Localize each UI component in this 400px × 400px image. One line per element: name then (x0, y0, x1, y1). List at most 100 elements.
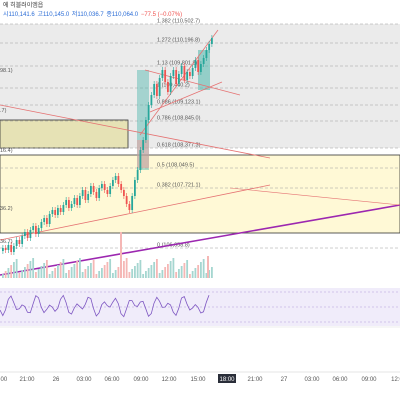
x-axis-tick-label: 12:0 (391, 377, 400, 383)
candle (183, 66, 186, 80)
volume-bar (117, 267, 120, 278)
channel-line (144, 69, 241, 96)
fib-label: 0.618 (108,377.3) (157, 143, 201, 149)
candle (123, 190, 125, 196)
volume-bar (98, 271, 101, 278)
volume-bar (26, 264, 29, 278)
candle (18, 240, 21, 244)
candle (167, 82, 169, 92)
candle (131, 196, 134, 210)
x-axis-tick-label: 27 (281, 377, 288, 383)
volume-bar (200, 262, 202, 278)
candle (32, 226, 35, 230)
volume-bar (158, 273, 161, 278)
candle (120, 184, 123, 190)
candle (156, 84, 158, 96)
volume-bar (172, 258, 175, 278)
candle (175, 70, 178, 84)
left-price-label: 36.2) (0, 206, 13, 212)
volume-bar (139, 260, 142, 278)
fib-label: 1.382 (110,502.7) (157, 19, 200, 25)
channel-line (149, 81, 223, 113)
trend-line-red (0, 104, 271, 159)
high-value: 고110,145.0 (37, 12, 70, 18)
candle (128, 204, 131, 210)
close-value: 종110,064.0 (106, 12, 139, 18)
x-axis-tick-label: 09:00 (361, 377, 377, 383)
volume-bar (125, 258, 128, 278)
volume-bar (183, 263, 186, 278)
volume-bar (120, 232, 122, 278)
chart-legend-header: 에 히블러이엠읍 시110,141.6 고110,145.0 저110,036.… (0, 0, 400, 26)
volume-bar (128, 272, 131, 278)
candle (43, 218, 46, 222)
candle (114, 176, 117, 180)
candle (197, 60, 200, 72)
volume-bar (101, 268, 103, 278)
candle (150, 95, 153, 105)
volume-bar (7, 268, 10, 278)
volume-bar (164, 267, 167, 278)
volume-bar (40, 266, 43, 278)
candle (112, 180, 114, 186)
candle (164, 70, 167, 82)
volume-bar (112, 273, 114, 278)
volume-bar (180, 266, 183, 278)
volume-bar (197, 265, 200, 278)
volume-bar (208, 270, 211, 278)
current-time-label: 18:00 (219, 377, 235, 383)
volume-bar (37, 269, 40, 278)
volume-bar (103, 265, 106, 278)
candle (13, 246, 15, 252)
volume-bar (109, 259, 112, 278)
volume-bar (131, 269, 134, 278)
candle (21, 236, 24, 244)
volume-bar (57, 265, 59, 278)
volume-bar (186, 260, 189, 278)
left-price-label: .7) (0, 108, 7, 114)
candle (180, 66, 183, 74)
x-axis-tick-label: 21:00 (247, 377, 263, 383)
volume-bar (51, 271, 54, 278)
fib-label: 1 (109,440.2) (157, 83, 190, 89)
volume-bar (106, 262, 109, 278)
candle (172, 70, 175, 76)
candle (10, 245, 13, 252)
volume-bar (18, 273, 21, 278)
volume-bar (32, 258, 35, 278)
highlight-box-left (0, 119, 129, 149)
fib-zone-lower (0, 155, 400, 233)
symbol-title: 에 히블러이엠읍 (3, 3, 44, 9)
candle (81, 190, 84, 196)
volume-bar (134, 266, 136, 278)
volume-bar (150, 265, 153, 278)
x-axis-tick-label: 12:00 (161, 377, 177, 383)
candle (178, 74, 180, 84)
candle (65, 200, 68, 205)
candle (24, 232, 26, 236)
fib-label: 0.5 (108,049.5) (157, 163, 194, 169)
volume-bar (175, 272, 178, 278)
volume-bar (169, 261, 172, 278)
candle (46, 218, 48, 224)
candle (90, 186, 92, 194)
volume-bar (59, 262, 62, 278)
volume-bar (114, 270, 117, 278)
candle (98, 188, 101, 198)
trend-line-red (229, 187, 400, 206)
candle (73, 198, 76, 204)
candle (153, 84, 156, 95)
candle (2, 248, 4, 251)
candle (189, 72, 191, 76)
candle (117, 176, 120, 184)
candle (70, 204, 73, 208)
candle (205, 50, 208, 58)
left-price-label: 98.1) (0, 68, 13, 74)
candle (79, 196, 81, 205)
candle (62, 205, 65, 212)
candle (145, 120, 147, 140)
volume-bar (65, 273, 68, 278)
candle (57, 208, 59, 215)
volume-bar (24, 267, 26, 278)
